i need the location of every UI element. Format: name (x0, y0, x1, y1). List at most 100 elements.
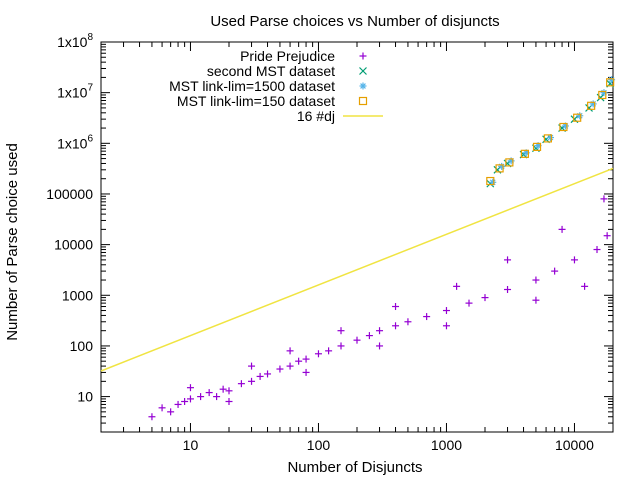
data-point (576, 112, 584, 120)
data-point (598, 90, 607, 100)
y-tick-label-base: 10000 (54, 237, 93, 253)
data-point (593, 246, 601, 254)
y-tick-label: 100000 (46, 186, 93, 202)
data-point (237, 380, 245, 388)
data-point (486, 176, 495, 186)
data-point (295, 357, 303, 365)
y-tick-label-base: 1x10 (57, 135, 88, 151)
cross-mark-b (493, 165, 502, 174)
data-point (256, 372, 264, 380)
data-point (148, 413, 156, 421)
series-line (100, 167, 614, 372)
data-point (442, 307, 450, 315)
y-tick-label-base: 100000 (46, 186, 93, 202)
legend-label: 16 #dj (297, 108, 335, 124)
series-mst-link-lim-150-dataset (486, 78, 615, 186)
data-point (587, 101, 596, 110)
data-point (442, 322, 450, 330)
legend-swatch (359, 67, 367, 75)
data-point (248, 377, 256, 385)
data-point (365, 332, 373, 340)
y-tick-label: 1000 (62, 287, 93, 303)
data-point (547, 134, 555, 142)
data-point (186, 384, 194, 392)
data-point (337, 342, 345, 350)
data-point (158, 404, 166, 412)
y-tick-label: 10000 (54, 237, 93, 253)
y-tick-label: 1x107 (57, 83, 93, 101)
cross-mark-b (596, 93, 605, 102)
data-point (174, 400, 182, 408)
y-tick-label-base: 1x10 (57, 34, 88, 50)
y-tick-label-base: 1x10 (57, 85, 88, 101)
data-point (181, 398, 189, 406)
data-point (489, 178, 497, 186)
data-point (603, 232, 611, 240)
data-point (504, 256, 512, 264)
y-tick-label-exponent: 7 (87, 83, 93, 94)
data-point (186, 395, 194, 403)
data-point (532, 276, 540, 284)
data-point (532, 296, 540, 304)
data-point (325, 347, 333, 355)
data-point (225, 398, 233, 406)
data-point (581, 282, 589, 290)
cross-mark-b (359, 67, 367, 75)
data-point (314, 350, 322, 358)
data-point (392, 322, 400, 330)
x-tick-label: 1000 (431, 437, 462, 453)
data-point (337, 327, 345, 335)
x-tick-label: 10000 (555, 437, 594, 453)
data-point (276, 365, 284, 373)
y-tick-label-exponent: 6 (87, 133, 93, 144)
y-tick-label-base: 1000 (62, 287, 93, 303)
y-tick-label-base: 100 (70, 338, 94, 354)
data-point (596, 93, 605, 102)
legend-swatch (358, 96, 368, 106)
data-point (248, 362, 256, 370)
axis-ticks: 10 100 1000 10000101001000100001000001x1061… (46, 32, 613, 453)
chart-title: Used Parse choices vs Number of disjunct… (210, 13, 499, 30)
data-point (600, 89, 608, 97)
data-point (570, 256, 578, 264)
legend-label: MST link-lim=1500 dataset (169, 78, 335, 94)
series-mst-link-lim-1500-dataset (489, 76, 616, 186)
data-point (302, 368, 310, 376)
legend-label: MST link-lim=150 dataset (177, 93, 335, 109)
y-axis-title: Number of Parse choice used (4, 143, 21, 341)
star-mark-d2 (535, 142, 541, 149)
data-series (100, 76, 616, 421)
series-second-mst-dataset (486, 79, 615, 188)
series-16-dj (100, 167, 614, 372)
series-pride-prejudice (148, 195, 611, 421)
x-tick-label: 100 (307, 437, 331, 453)
data-point (453, 282, 461, 290)
data-point (558, 225, 566, 233)
cross-mark-b (570, 115, 579, 124)
data-point (606, 78, 615, 87)
y-tick-label: 10 (77, 389, 93, 405)
data-point (286, 362, 294, 370)
y-tick-label: 100 (70, 338, 94, 354)
data-point (589, 100, 597, 108)
data-point (498, 162, 506, 170)
y-tick-label-exponent: 8 (87, 32, 93, 43)
data-point (495, 164, 504, 173)
data-point (264, 370, 272, 378)
x-tick-label: 10 (183, 437, 199, 453)
data-point (376, 342, 384, 350)
data-point (205, 389, 213, 397)
data-point (219, 385, 227, 393)
data-point (376, 327, 384, 335)
data-point (520, 149, 530, 158)
data-point (404, 318, 412, 326)
legend-label: second MST dataset (207, 63, 335, 79)
legend-swatch (359, 52, 367, 60)
data-point (392, 303, 400, 311)
data-point (543, 134, 552, 143)
data-point (353, 336, 361, 344)
legend-swatch (359, 82, 367, 90)
x-axis-title: Number of Disjuncts (287, 459, 422, 476)
